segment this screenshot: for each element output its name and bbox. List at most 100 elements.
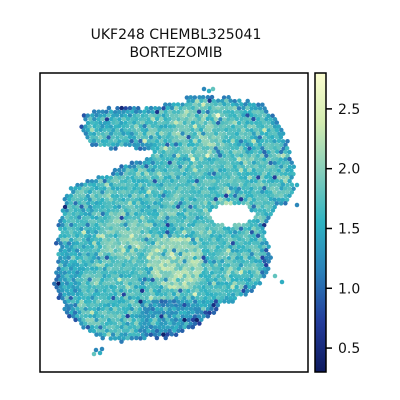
- tissue-spot: [161, 317, 166, 323]
- tissue-spot: [159, 277, 164, 282]
- tissue-spot: [211, 171, 217, 176]
- tissue-spot: [159, 167, 164, 173]
- tissue-spot: [188, 255, 194, 261]
- tissue-spot: [207, 295, 212, 301]
- tissue-spot: [171, 131, 177, 136]
- tissue-spot: [132, 324, 137, 330]
- tissue-spot: [96, 218, 101, 224]
- tissue-spot: [140, 266, 145, 272]
- colorbar-tick-label: 1.0: [338, 281, 360, 297]
- tissue-spot: [91, 182, 97, 188]
- tissue-spot: [205, 190, 210, 195]
- tissue-spot: [136, 310, 141, 315]
- tissue-spot: [116, 109, 122, 115]
- tissue-spot: [125, 328, 130, 333]
- tissue-spot: [186, 244, 192, 249]
- tissue-spot: [169, 128, 174, 133]
- tissue-spot: [111, 273, 116, 279]
- tissue-spot: [125, 292, 131, 297]
- tissue-spot: [136, 208, 141, 213]
- tissue-spot: [205, 314, 211, 319]
- tissue-spot: [157, 193, 162, 199]
- tissue-spot: [215, 142, 221, 147]
- tissue-spot: [222, 146, 227, 151]
- tissue-spot: [280, 168, 286, 173]
- tissue-spot: [171, 146, 177, 151]
- tissue-spot: [224, 295, 229, 301]
- tissue-spot: [127, 186, 132, 191]
- tissue-spot: [209, 182, 215, 187]
- tissue-spot: [167, 233, 173, 239]
- tissue-spot: [66, 270, 72, 275]
- tissue-spot: [100, 240, 105, 246]
- tissue-spot: [148, 229, 154, 235]
- tissue-spot: [190, 156, 196, 162]
- tissue-spot: [201, 124, 206, 129]
- tissue-spot: [186, 113, 192, 118]
- tissue-spot: [106, 266, 111, 272]
- tissue-spot: [125, 138, 130, 144]
- tissue-spot: [142, 160, 147, 166]
- tissue-spot: [216, 127, 221, 133]
- tissue-spot: [236, 128, 242, 133]
- tissue-spot: [100, 226, 105, 232]
- tissue-spot: [150, 116, 155, 122]
- tissue-spot: [81, 193, 86, 199]
- tissue-spot: [163, 160, 168, 166]
- tissue-spot: [140, 142, 145, 147]
- tissue-spot: [112, 241, 118, 246]
- tissue-spot: [207, 281, 212, 286]
- tissue-spot: [186, 127, 191, 133]
- tissue-spot: [239, 284, 244, 290]
- tissue-spot: [146, 240, 151, 246]
- tissue-spot: [157, 317, 162, 323]
- tissue-spot: [236, 259, 242, 264]
- tissue-spot: [196, 197, 202, 202]
- tissue-spot: [125, 109, 131, 115]
- tissue-spot: [131, 106, 137, 111]
- tissue-spot: [152, 135, 158, 140]
- tissue-spot: [175, 102, 181, 107]
- tissue-spot: [276, 182, 282, 188]
- tissue-spot: [144, 120, 150, 126]
- tissue-spot: [83, 124, 88, 129]
- tissue-spot: [213, 241, 219, 246]
- tissue-spot: [106, 127, 112, 133]
- tissue-spot: [178, 120, 183, 126]
- tissue-spot: [262, 113, 267, 118]
- tissue-spot: [136, 200, 141, 206]
- tissue-spot: [136, 178, 141, 184]
- tissue-spot: [283, 157, 288, 162]
- tissue-spot: [226, 263, 231, 268]
- tissue-spot: [272, 167, 278, 173]
- tissue-spot: [222, 117, 227, 122]
- tissue-spot: [142, 219, 147, 224]
- tissue-spot: [249, 135, 255, 140]
- tissue-spot: [201, 233, 206, 239]
- tissue-spot: [224, 259, 230, 264]
- tissue-spot: [249, 186, 254, 191]
- tissue-spot: [182, 186, 187, 191]
- tissue-spot: [202, 251, 208, 257]
- tissue-spot: [153, 237, 158, 243]
- tissue-spot: [268, 145, 274, 151]
- tissue-spot: [228, 244, 233, 250]
- tissue-spot: [111, 200, 116, 206]
- tissue-spot: [129, 160, 135, 166]
- tissue-spot: [161, 164, 166, 169]
- tissue-spot: [226, 168, 231, 173]
- tissue-spot: [217, 153, 223, 158]
- tissue-spot: [188, 146, 194, 151]
- tissue-spot: [116, 124, 122, 129]
- tissue-spot: [62, 211, 68, 217]
- tissue-spot: [125, 284, 130, 290]
- tissue-spot: [174, 113, 179, 118]
- tissue-spot: [241, 230, 246, 235]
- tissue-spot: [207, 157, 212, 162]
- tissue-spot: [215, 223, 221, 228]
- tissue-spot: [190, 266, 195, 271]
- tissue-spot: [165, 259, 171, 264]
- tissue-spot: [116, 182, 122, 188]
- tissue-spot: [165, 215, 170, 221]
- tissue-spot: [165, 127, 170, 133]
